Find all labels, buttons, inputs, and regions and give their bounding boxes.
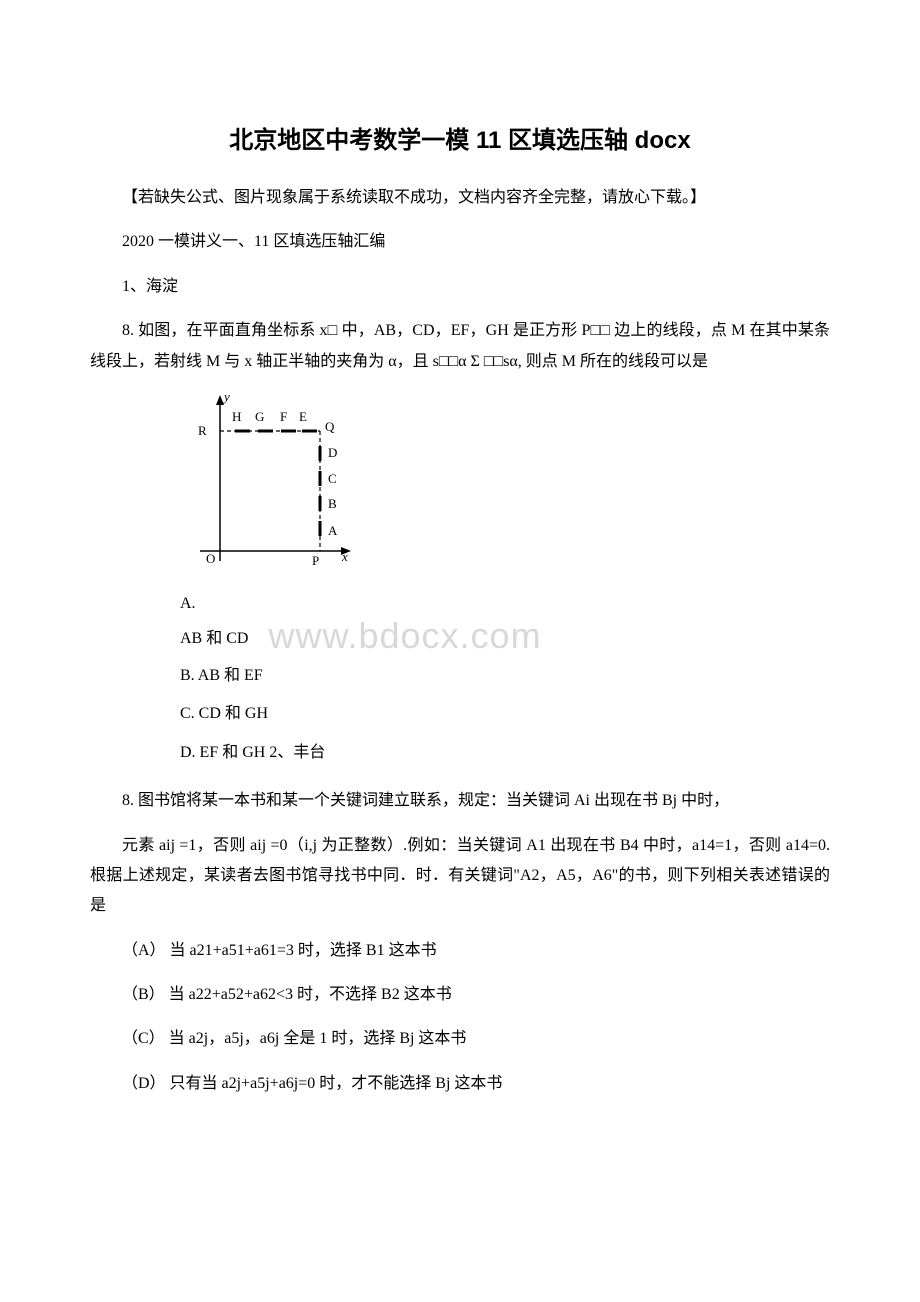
label-R: R (198, 423, 207, 439)
option-a-text: AB 和 CD (180, 624, 248, 648)
option-d: D. EF 和 GH 2、丰台 (180, 734, 830, 772)
fengtai-option-a: （A） 当 a21+a51+a61=3 时，选择 B1 这本书 (90, 936, 830, 966)
label-H: H (232, 409, 241, 425)
notice-text: 【若缺失公式、图片现象属于系统读取不成功，文档内容齐全完整，请放心下载。】 (90, 183, 830, 213)
label-F: F (280, 409, 287, 425)
section-header-1: 1、海淀 (90, 272, 830, 302)
label-x: x (342, 549, 348, 565)
option-b: B. AB 和 EF (180, 657, 830, 695)
page-title: 北京地区中考数学一模 11 区填选压轴 docx (90, 120, 830, 155)
label-C: C (328, 471, 337, 487)
label-O: O (206, 551, 215, 567)
question-8-fengtai-cont: 元素 aij =1，否则 aij =0（i,j 为正整数）.例如：当关键词 A1… (90, 831, 830, 922)
subtitle-text: 2020 一模讲义一、11 区填选压轴汇编 (90, 227, 830, 257)
coordinate-figure: y R H G F E Q D C B A O P x (180, 391, 360, 591)
watermark-text: www.bdocx.com (268, 615, 541, 657)
label-B: B (328, 496, 337, 512)
label-D: D (328, 445, 337, 461)
fengtai-option-d: （D） 只有当 a2j+a5j+a6j=0 时，才不能选择 Bj 这本书 (90, 1069, 830, 1099)
fengtai-option-c: （C） 当 a2j，a5j，a6j 全是 1 时，选择 Bj 这本书 (90, 1024, 830, 1054)
label-G: G (255, 409, 264, 425)
label-E: E (299, 409, 307, 425)
label-Q: Q (325, 419, 334, 435)
figure-row: y R H G F E Q D C B A O P x (180, 391, 830, 591)
option-a-row: AB 和 CD www.bdocx.com (180, 615, 830, 657)
option-a-prefix: A. (180, 595, 830, 613)
label-P: P (312, 553, 319, 569)
question-8-fengtai: 8. 图书馆将某一本书和某一个关键词建立联系，规定：当关键词 Ai 出现在书 B… (90, 786, 830, 816)
label-A: A (328, 523, 337, 539)
fengtai-option-b: （B） 当 a22+a52+a62<3 时，不选择 B2 这本书 (90, 980, 830, 1010)
question-8-haidian: 8. 如图，在平面直角坐标系 x□ 中，AB，CD，EF，GH 是正方形 P□□… (90, 316, 830, 377)
label-y: y (224, 389, 230, 405)
option-c: C. CD 和 GH (180, 695, 830, 733)
